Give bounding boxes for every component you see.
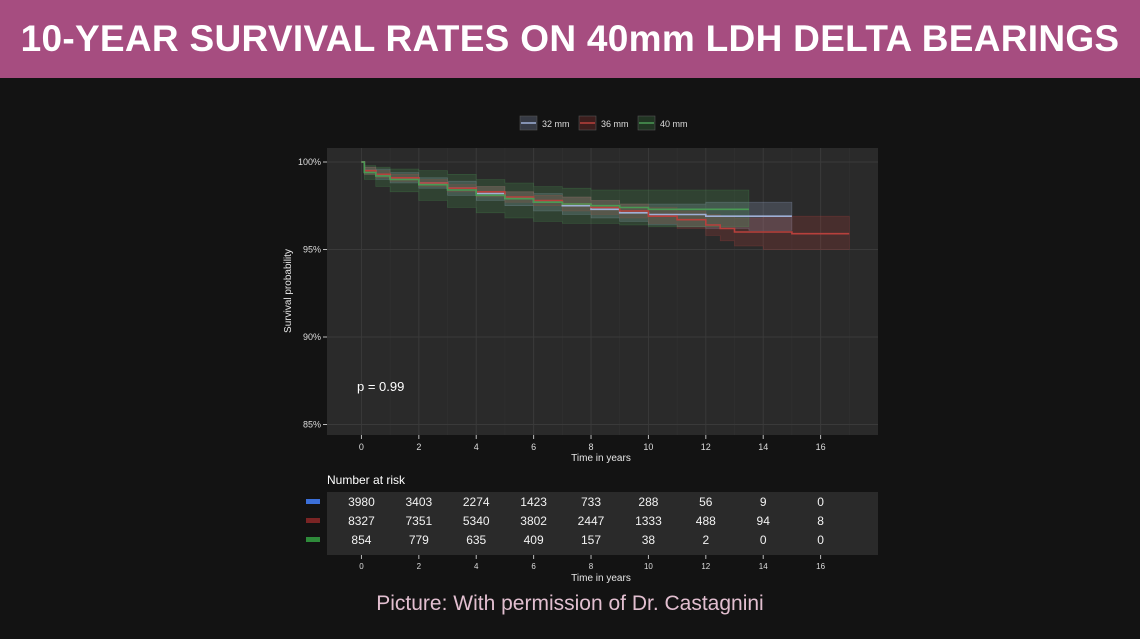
x-tick-label: 4 (474, 442, 479, 452)
risk-table-cell: 288 (638, 495, 658, 509)
photo-credit-caption: Picture: With permission of Dr. Castagni… (376, 592, 764, 615)
risk-x-tick-label: 4 (474, 562, 479, 571)
p-value-annotation: p = 0.99 (357, 379, 404, 394)
x-tick-label: 8 (589, 442, 594, 452)
risk-table-title: Number at risk (327, 473, 406, 487)
risk-table-cell: 94 (757, 514, 771, 528)
risk-table-cell: 8 (817, 514, 824, 528)
risk-table-cell: 8327 (348, 514, 375, 528)
survival-curve-40-mm (361, 161, 749, 211)
risk-x-tick-label: 6 (531, 562, 536, 571)
legend-label: 36 mm (601, 119, 629, 129)
x-tick-label: 16 (816, 442, 826, 452)
risk-x-tick-label: 12 (701, 562, 710, 571)
x-axis-label: Time in years (571, 453, 631, 464)
risk-table-cell: 2447 (578, 514, 605, 528)
page-title: 10-YEAR SURVIVAL RATES ON 40mm LDH DELTA… (20, 18, 1120, 59)
x-tick-label: 2 (416, 442, 421, 452)
x-axis-ticks: 0 2 4 6 8 10 12 14 16 (359, 435, 826, 452)
y-axis-label: Survival probability (283, 249, 294, 333)
risk-x-tick-label: 8 (589, 562, 594, 571)
title-banner: 10-YEAR SURVIVAL RATES ON 40mm LDH DELTA… (0, 0, 1140, 78)
legend: 32 mm 36 mm 40 mm (519, 115, 688, 131)
risk-row-40-mm: 854 779 635 409 157 38 2 0 0 (306, 533, 824, 547)
risk-table-cell: 9 (760, 495, 767, 509)
risk-table-x-ticks: 0 2 4 6 8 10 12 14 16 (359, 555, 826, 571)
legend-item: 40 mm (637, 115, 688, 131)
x-tick-label: 6 (531, 442, 536, 452)
risk-table-cell: 635 (466, 533, 486, 547)
confidence-band-40-mm (361, 161, 750, 228)
y-tick-label: 95% (303, 245, 321, 255)
confidence-band-32-mm (361, 161, 793, 231)
y-tick-label: 85% (303, 420, 321, 430)
risk-x-tick-label: 14 (759, 562, 768, 571)
risk-table-cell: 488 (696, 514, 716, 528)
x-tick-label: 14 (758, 442, 768, 452)
survival-chart-figure: 32 mm 36 mm 40 mm 85% 90% 95% 100% 0 2 4 6 8 10 12 1… (283, 115, 878, 584)
risk-table-cell: 3802 (520, 514, 547, 528)
risk-x-tick-label: 16 (816, 562, 825, 571)
risk-row-color-key (306, 537, 320, 542)
risk-table-cell: 854 (351, 533, 371, 547)
risk-table-cell: 56 (699, 495, 713, 509)
risk-x-tick-label: 10 (644, 562, 653, 571)
x-tick-label: 12 (701, 442, 711, 452)
legend-item: 36 mm (578, 115, 629, 131)
legend-item: 32 mm (519, 115, 570, 131)
risk-table-cell: 0 (760, 533, 767, 547)
risk-table-cell: 157 (581, 533, 601, 547)
risk-row-color-key (306, 499, 320, 504)
risk-table-cell: 0 (817, 533, 824, 547)
risk-table-cell: 0 (817, 495, 824, 509)
risk-table-panel (327, 492, 878, 555)
risk-x-tick-label: 0 (359, 562, 364, 571)
risk-table-cell: 1423 (520, 495, 547, 509)
risk-x-tick-label: 2 (417, 562, 422, 571)
risk-table-cell: 733 (581, 495, 601, 509)
y-tick-label: 90% (303, 332, 321, 342)
survival-curves (361, 161, 850, 235)
risk-row-32-mm: 3980 3403 2274 1423 733 288 56 9 0 (306, 495, 824, 509)
x-tick-label: 0 (359, 442, 364, 452)
y-axis-ticks: 85% 90% 95% 100% (298, 157, 327, 430)
risk-table-cell: 3403 (405, 495, 432, 509)
risk-row-color-key (306, 518, 320, 523)
risk-table-cell: 2 (702, 533, 709, 547)
legend-label: 32 mm (542, 119, 570, 129)
risk-table-rows: 3980 3403 2274 1423 733 288 56 9 0 8327 7351 5340 38… (306, 495, 824, 547)
risk-table-x-label: Time in years (571, 573, 631, 584)
legend-label: 40 mm (660, 119, 688, 129)
grid-lines (327, 148, 878, 435)
y-tick-label: 100% (298, 157, 321, 167)
risk-table-cell: 1333 (635, 514, 662, 528)
risk-table-cell: 409 (524, 533, 544, 547)
risk-row-36-mm: 8327 7351 5340 3802 2447 1333 488 94 8 (306, 514, 824, 528)
x-tick-label: 10 (643, 442, 653, 452)
risk-table-cell: 38 (642, 533, 656, 547)
risk-table-cell: 2274 (463, 495, 490, 509)
risk-table-cell: 779 (409, 533, 429, 547)
risk-table-cell: 3980 (348, 495, 375, 509)
risk-table-cell: 5340 (463, 514, 490, 528)
risk-table-cell: 7351 (405, 514, 432, 528)
